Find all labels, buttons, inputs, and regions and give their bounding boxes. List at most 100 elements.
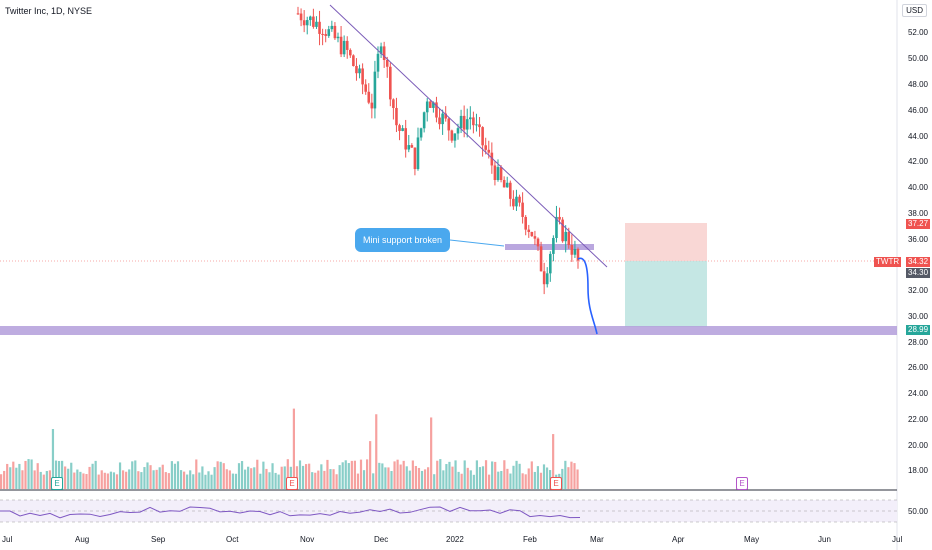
earnings-marker-icon[interactable]: E	[550, 477, 562, 490]
candle-body	[462, 115, 466, 130]
volume-bar	[536, 466, 539, 489]
price-tick: 26.00	[907, 363, 928, 372]
volume-bar	[512, 465, 515, 489]
volume-bar	[539, 472, 543, 489]
price-tick: 38.00	[907, 209, 928, 218]
candle-body	[487, 149, 491, 153]
volume-bar	[448, 461, 451, 489]
volume-bar	[491, 461, 494, 489]
volume-bar	[488, 474, 491, 489]
volume-bar	[21, 470, 24, 489]
volume-bar	[344, 460, 347, 489]
volume-bar	[262, 461, 265, 489]
volume-bar	[442, 470, 445, 489]
volume-bar	[161, 464, 164, 489]
volume-bar	[234, 473, 238, 489]
volume-bar	[411, 460, 414, 489]
volume-bar	[3, 470, 6, 489]
candle-body	[330, 25, 334, 30]
major-support-band	[0, 326, 897, 335]
candle-body	[515, 196, 518, 207]
volume-bar	[265, 468, 268, 489]
volume-bar	[103, 472, 106, 489]
earnings-marker-icon[interactable]: E	[286, 477, 298, 490]
rsi-line	[0, 506, 581, 519]
candle-body	[539, 246, 543, 272]
currency-label[interactable]: USD	[902, 4, 927, 17]
volume-bar	[545, 467, 549, 489]
volume-bar	[326, 459, 329, 489]
candle-body	[302, 20, 306, 26]
volume-bar	[247, 466, 250, 489]
time-tick: Apr	[672, 535, 685, 544]
volume-bar	[189, 470, 192, 489]
volume-bar	[134, 460, 137, 489]
chart-title: Twitter Inc, 1D, NYSE	[5, 6, 93, 16]
volume-bar	[64, 466, 67, 489]
candle-body	[469, 117, 472, 120]
volume-bar	[332, 469, 335, 489]
candle-body	[404, 128, 407, 150]
candle-body	[450, 130, 454, 141]
price-tick: 30.00	[907, 312, 928, 321]
candle-body	[438, 117, 441, 125]
volume-bar	[48, 470, 51, 489]
price-tick: 40.00	[907, 183, 928, 192]
volume-bar	[155, 469, 158, 489]
volume-bar	[152, 470, 155, 489]
candle-body	[401, 128, 404, 131]
volume-bar	[256, 459, 259, 489]
rsi-tick: 50.00	[907, 507, 928, 516]
candle-body	[542, 271, 546, 285]
volume-bar	[158, 467, 161, 489]
time-tick: Oct	[226, 535, 239, 544]
volume-bar	[356, 473, 360, 489]
price-tick: 24.00	[907, 389, 928, 398]
candle-body	[530, 232, 534, 237]
volume-bar	[292, 408, 295, 489]
volume-bar	[433, 474, 436, 489]
entry-price-tag: 34.30	[906, 268, 931, 278]
volume-bar	[509, 473, 512, 489]
candle-body	[305, 20, 309, 26]
candle-body	[561, 219, 564, 242]
candle-body	[342, 40, 346, 55]
volume-bar	[91, 463, 94, 489]
candlestick-series	[296, 6, 580, 295]
time-tick: Dec	[374, 535, 389, 544]
volume-bar	[439, 459, 442, 489]
volume-bar	[347, 463, 350, 489]
volume-bar	[457, 471, 460, 489]
volume-bar	[198, 472, 201, 489]
symbol-tag: TWTR	[874, 257, 902, 267]
candle-body	[425, 101, 429, 113]
candle-body	[373, 71, 377, 109]
volume-bar	[94, 460, 97, 489]
candle-body	[296, 13, 300, 15]
annotation-callout[interactable]: Mini support broken	[355, 228, 450, 252]
candle-body	[567, 231, 571, 246]
candle-body	[465, 119, 469, 130]
volume-bars	[0, 408, 579, 489]
candle-body	[358, 68, 361, 74]
volume-bar	[570, 461, 573, 489]
candle-body	[327, 29, 331, 36]
volume-bar	[305, 464, 308, 489]
candle-body	[321, 33, 324, 35]
volume-bar	[137, 471, 140, 489]
volume-bar	[323, 470, 326, 489]
volume-bar	[146, 462, 149, 489]
candle-body	[407, 145, 411, 150]
earnings-marker-icon[interactable]: E	[51, 477, 63, 490]
time-tick: May	[744, 535, 760, 544]
volume-bar	[417, 467, 421, 489]
volume-bar	[231, 473, 234, 489]
stop-loss-zone	[625, 223, 707, 261]
volume-bar	[561, 468, 564, 489]
candle-body	[432, 102, 435, 108]
candle-body	[552, 237, 555, 254]
volume-bar	[350, 460, 353, 489]
volume-bar	[192, 474, 195, 489]
earnings-marker-icon[interactable]: E	[736, 477, 748, 490]
